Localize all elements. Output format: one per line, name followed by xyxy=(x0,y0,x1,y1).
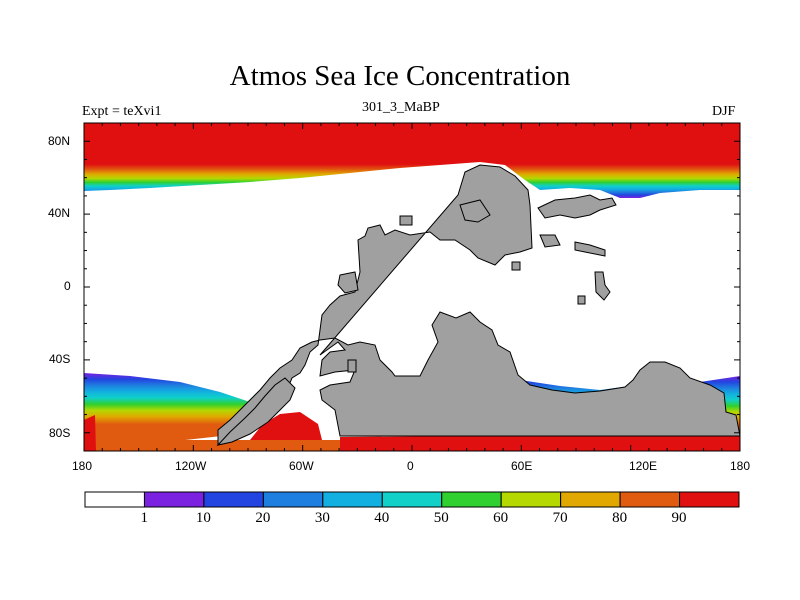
lon-tick-180e: 180 xyxy=(730,459,751,473)
lon-tick-120e: 120E xyxy=(629,459,658,473)
lon-tick-120w: 120W xyxy=(175,459,207,473)
lat-tick-40n: 40N xyxy=(48,206,71,220)
lon-tick-60w: 60W xyxy=(289,459,314,473)
colorbar-box-9 xyxy=(619,491,681,508)
island-9 xyxy=(347,359,357,373)
island-5 xyxy=(577,295,586,305)
lat-tick-0: 0 xyxy=(64,279,71,293)
lon-tick-180w: 180 xyxy=(72,459,93,473)
experiment-label: Expt = teXvi1 xyxy=(82,104,162,119)
tick-marks xyxy=(83,122,741,452)
north-landmass-inlet xyxy=(459,199,491,223)
colorbar-label-6: 60 xyxy=(493,510,509,526)
colorbar-label-0: 1 xyxy=(140,510,148,526)
colorbar-box-5 xyxy=(381,491,443,508)
lon-tick-60e: 60E xyxy=(511,459,533,473)
lon-tick-0: 0 xyxy=(407,459,414,473)
lat-tick-40s: 40S xyxy=(49,352,71,366)
colorbar-label-8: 80 xyxy=(612,510,628,526)
colorbar xyxy=(84,491,740,508)
arctic-sea-ice xyxy=(84,123,740,198)
island-2 xyxy=(539,234,561,248)
island-7 xyxy=(337,271,359,294)
colorbar-label-9: 90 xyxy=(671,510,687,526)
island-3 xyxy=(574,241,606,257)
south-america-peninsula xyxy=(216,377,296,446)
period-label: 301_3_MaBP xyxy=(362,100,440,115)
colorbar-label-4: 40 xyxy=(374,510,390,526)
colorbar-box-7 xyxy=(500,491,562,508)
weddell-ice xyxy=(250,412,322,440)
island-6 xyxy=(511,261,521,271)
lat-tick-80s: 80S xyxy=(49,426,71,440)
colorbar-box-3 xyxy=(262,491,324,508)
island-1 xyxy=(537,194,617,219)
island-8 xyxy=(399,215,413,226)
colorbar-box-1 xyxy=(143,491,205,508)
colorbar-label-2: 20 xyxy=(255,510,271,526)
colorbar-label-3: 30 xyxy=(314,510,330,526)
colorbar-box-2 xyxy=(203,491,264,508)
colorbar-label-5: 50 xyxy=(433,510,449,526)
antarctic-sea-ice xyxy=(84,373,260,451)
colorbar-box-4 xyxy=(322,491,383,508)
colorbar-label-1: 10 xyxy=(195,510,211,526)
east-antarctic-ice xyxy=(340,434,740,451)
colorbar-box-10 xyxy=(679,491,740,508)
colorbar-box-6 xyxy=(441,491,502,508)
season-label: DJF xyxy=(712,104,736,119)
colorbar-label-7: 70 xyxy=(552,510,568,526)
colorbar-box-0 xyxy=(84,491,145,508)
plot-title: Atmos Sea Ice Concentration xyxy=(229,60,571,92)
colorbar-box-8 xyxy=(560,491,621,508)
lat-tick-80n: 80N xyxy=(48,134,71,148)
island-4 xyxy=(594,271,611,301)
